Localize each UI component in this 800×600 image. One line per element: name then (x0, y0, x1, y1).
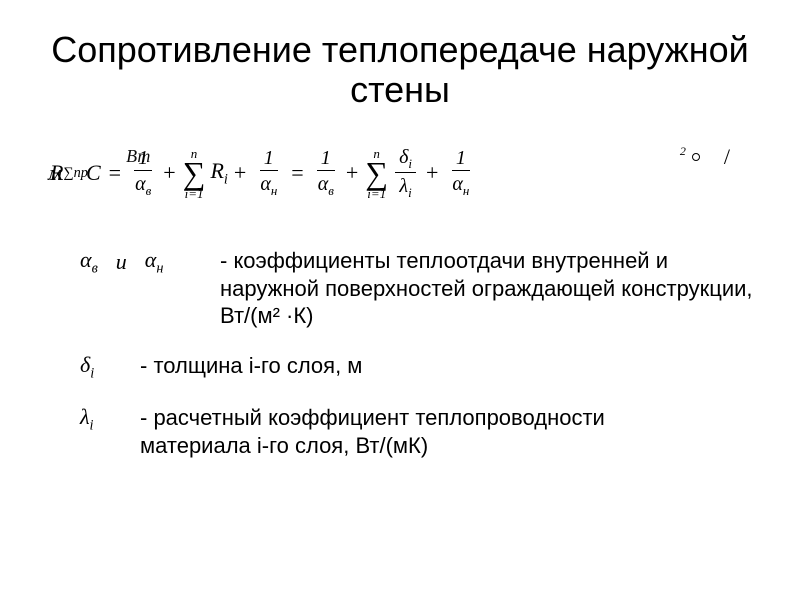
num-delta-sub: i (408, 156, 412, 171)
def-lambda-sub: i (90, 417, 94, 433)
plus4: + (426, 160, 438, 186)
den-lambda-sub: i (408, 185, 412, 200)
num-delta: δ (399, 146, 408, 168)
def-delta-sub: i (90, 365, 94, 381)
den-an2: α (452, 173, 463, 195)
def-lambda: λi - расчетный коэффициент теплопроводно… (80, 404, 760, 459)
frac-alpha-v-1: 1 Вт αв (131, 146, 155, 200)
den-av-sub: в (146, 183, 152, 198)
def-delta-sym: δ (80, 352, 90, 377)
Ri-sub: i (224, 171, 228, 187)
frac-alpha-n-2: 1 αн (448, 146, 473, 200)
plus2: + (234, 160, 246, 186)
page-title: Сопротивление теплопередаче наружной сте… (40, 30, 760, 109)
lhs-sub: ∑np (63, 165, 88, 182)
def-alpha-v: α (80, 247, 92, 272)
sigma1-bot: i=1 (185, 187, 204, 200)
den-av: α (135, 173, 146, 195)
den-av2-sub: в (328, 183, 334, 198)
def-alpha-text: - коэффициенты теплоотдачи внутренней и … (220, 247, 760, 330)
def-alpha: αв и αн - коэффициенты теплоотдачи внутр… (80, 247, 760, 330)
unit-fragment: 2 / (680, 144, 730, 170)
sigma2-bot: i=1 (367, 187, 386, 200)
den-lambda: λ (399, 175, 408, 197)
den-an2-sub: н (463, 183, 469, 198)
lhs-C: C (86, 160, 101, 186)
def-alpha-v-sub: в (92, 261, 98, 277)
num-1d: 1 (452, 146, 470, 171)
eq2: = (291, 160, 303, 186)
plus3: + (346, 160, 358, 186)
def-lambda-text: - расчетный коэффициент теплопроводности… (140, 404, 700, 459)
unit-sup-2: 2 (680, 144, 686, 159)
main-formula: R м ∑np C = 1 Вт αв + n ∑ i=1 Ri + 1 αн (50, 134, 760, 212)
plus1: + (163, 160, 175, 186)
frac-alpha-n-1: 1 αн (256, 146, 281, 200)
lhs-symbol: R м (50, 160, 63, 186)
sigma-1: n ∑ i=1 (183, 147, 206, 200)
def-conn: и (116, 249, 127, 275)
def-lambda-sym: λ (80, 404, 90, 429)
den-av2: α (318, 173, 329, 195)
frac-alpha-v-2: 1 αв (314, 146, 338, 200)
def-alpha-n-sub: н (156, 261, 163, 277)
num-1c: 1 (317, 146, 335, 171)
Ri: Ri (210, 158, 227, 188)
def-alpha-n: α (145, 247, 157, 272)
sigma-2: n ∑ i=1 (365, 147, 388, 200)
unit-slash: / (724, 144, 730, 170)
def-delta-text: - толщина i-го слоя, м (140, 352, 362, 380)
frac-delta-lambda: δi λi (395, 145, 416, 201)
lhs-m: м (48, 160, 62, 186)
den-an: α (260, 173, 271, 195)
den-an-sub: н (271, 183, 277, 198)
def-delta: δi - толщина i-го слоя, м (80, 352, 760, 382)
num-1b: 1 (260, 146, 278, 171)
num-ghost-bm: Вт (126, 146, 150, 168)
degree-circle-icon (692, 153, 700, 161)
eq1: = (109, 160, 121, 186)
Ri-sym: R (210, 158, 223, 183)
